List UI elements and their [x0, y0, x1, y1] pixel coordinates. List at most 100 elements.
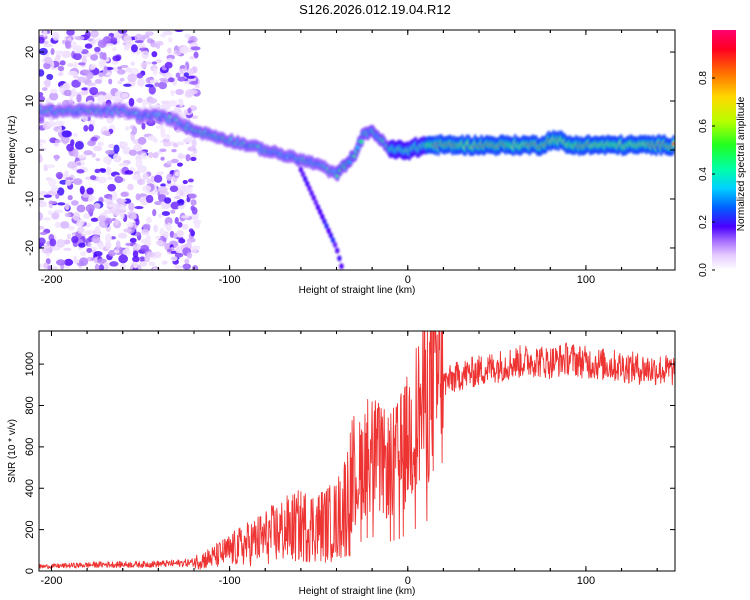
noise-blob [39, 92, 44, 97]
noise-blob [117, 66, 122, 70]
noise-blob [167, 77, 175, 83]
noise-blob [64, 213, 71, 218]
noise-blob [57, 72, 64, 77]
noise-blob [90, 217, 99, 222]
noise-blob [174, 252, 184, 258]
noise-blob [163, 231, 169, 238]
snr-y-tick-label: 0 [24, 568, 36, 574]
noise-blob [89, 86, 99, 96]
snr-y-ticks: 0 200 400 600 800 1000 [24, 331, 675, 574]
noise-blob [166, 173, 173, 182]
spectrogram-y-tick-label: 10 [24, 95, 36, 107]
snr-y-tick-label: 400 [24, 479, 36, 497]
noise-blob [123, 228, 133, 233]
noise-blob [135, 218, 140, 226]
noise-blob [103, 199, 113, 203]
noise-blob [52, 31, 60, 41]
noise-blob [93, 145, 103, 152]
noise-blob [180, 65, 186, 69]
noise-blob [131, 44, 138, 53]
noise-blob [87, 242, 92, 248]
noise-blob [148, 105, 153, 109]
noise-blob [152, 209, 157, 217]
noise-blob [91, 152, 96, 158]
noise-blob [193, 51, 199, 59]
noise-blob [113, 249, 120, 254]
noise-blob [123, 83, 132, 87]
noise-blob [160, 104, 168, 109]
noise-blob [112, 55, 121, 62]
noise-blob [189, 80, 199, 85]
noise-blob [170, 201, 180, 210]
noise-blob [190, 46, 201, 51]
noise-blob [111, 191, 118, 201]
snr-y-tick-label: 200 [24, 520, 36, 538]
noise-blob [90, 54, 99, 61]
noise-blob [141, 201, 148, 206]
noise-blob [71, 79, 81, 88]
noise-blob [39, 237, 46, 246]
noise-blob [67, 161, 78, 169]
noise-blob [123, 45, 130, 51]
noise-blob [124, 170, 134, 175]
noise-blob [134, 205, 144, 210]
noise-blob [94, 263, 100, 270]
noise-blob [67, 62, 74, 67]
noise-blob [97, 94, 106, 103]
branch-blob [305, 180, 310, 187]
noise-blob [158, 81, 167, 90]
noise-blob [66, 30, 75, 36]
noise-blob [49, 92, 59, 101]
noise-blob [73, 52, 82, 61]
noise-blob [71, 87, 77, 97]
noise-blob [49, 238, 57, 247]
snr-y-tick-label: 600 [24, 438, 36, 456]
noise-blob [79, 185, 85, 195]
noise-blob [120, 263, 127, 270]
chart-title: S126.2026.012.19.04.R12 [299, 2, 451, 17]
noise-blob [39, 263, 43, 269]
noise-blob [130, 61, 135, 66]
noise-blob [47, 121, 56, 128]
noise-blob [76, 169, 85, 174]
spectrogram-y-tick-label: 20 [24, 46, 36, 58]
noise-blob [93, 202, 101, 209]
noise-blob [97, 215, 107, 222]
noise-blob [151, 51, 158, 58]
noise-blob [120, 191, 129, 197]
branch-blob [320, 213, 325, 220]
noise-blob [98, 60, 106, 68]
noise-blob [174, 171, 180, 177]
snr-x-tick-label: -100 [219, 575, 241, 587]
noise-blob [73, 255, 78, 264]
noise-blob [127, 73, 137, 83]
noise-blob [181, 223, 189, 230]
noise-blob [44, 44, 54, 48]
noise-blob [71, 200, 79, 206]
noise-blob [90, 246, 98, 251]
noise-blob [103, 65, 108, 75]
colorbar-tick-label: 0.4 [698, 167, 709, 181]
noise-blob [186, 75, 196, 79]
noise-blob [108, 143, 116, 149]
noise-blob [86, 187, 94, 195]
noise-blob [84, 229, 94, 235]
snr-x-tick-label: 100 [577, 575, 595, 587]
noise-blob [118, 162, 129, 167]
noise-blob [80, 251, 87, 257]
noise-blob [187, 146, 197, 152]
noise-blob [142, 185, 152, 192]
noise-blob [170, 89, 175, 97]
noise-blob [134, 40, 144, 44]
noise-blob [63, 247, 72, 252]
noise-blob [39, 153, 42, 163]
noise-blob [114, 218, 120, 226]
noise-blob [63, 258, 74, 266]
noise-blob [104, 93, 113, 102]
noise-blob [104, 241, 112, 250]
noise-blob [160, 126, 166, 136]
noise-blob [39, 190, 48, 196]
noise-blob [130, 132, 135, 142]
noise-blob [44, 79, 51, 88]
spectrogram-x-tick-label: 0 [405, 274, 411, 286]
